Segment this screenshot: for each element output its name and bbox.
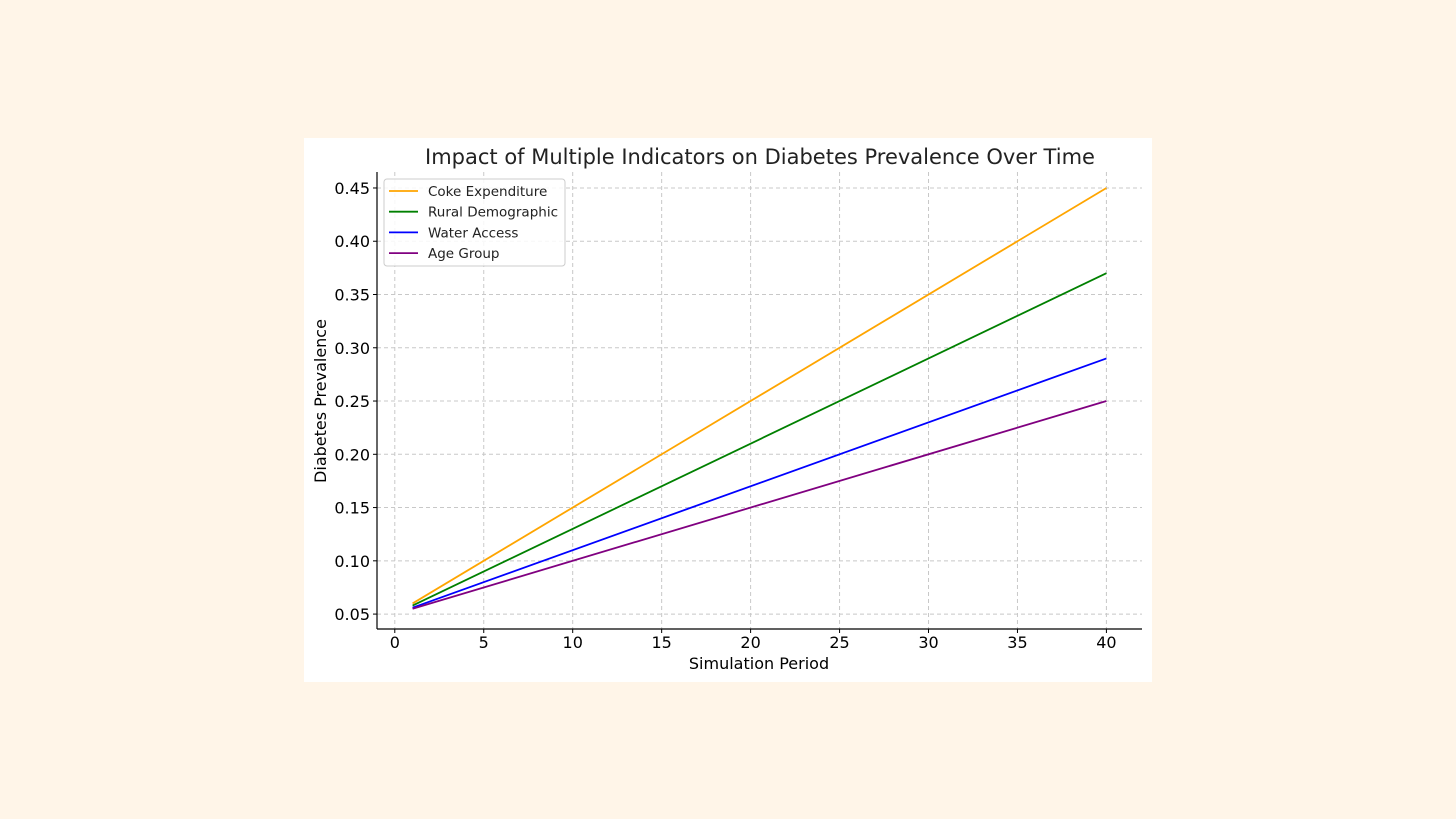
line-chart: Impact of Multiple Indicators on Diabete… [311,145,1142,673]
series-line-age-group [412,400,1107,610]
legend-frame [383,178,566,267]
y-tick-label: 0.35 [334,286,370,305]
axes [376,172,1142,630]
x-tick-label: 15 [651,633,671,652]
y-tick-label: 0.45 [334,179,370,198]
series-line-coke-expenditure [412,187,1107,605]
x-tick-label: 0 [390,633,400,652]
x-ticks: 0 5 10 15 20 25 30 35 40 [390,629,1117,652]
x-tick-label: 40 [1096,633,1116,652]
legend-label: Coke Expenditure [428,184,547,200]
y-tick-label: 0.15 [334,499,370,518]
y-tick-label: 0.30 [334,339,370,358]
chart-title: Impact of Multiple Indicators on Diabete… [425,145,1095,169]
y-ticks: 0.05 0.10 0.15 0.20 0.25 0.30 0.35 0.40 0.45 [334,179,377,624]
legend: Coke Expenditure Rural Demographic Water A… [383,178,566,267]
y-tick-label: 0.25 [334,392,370,411]
y-axis-label: Diabetes Prevalence [311,319,330,483]
chart-figure: Impact of Multiple Indicators on Diabete… [304,138,1152,682]
legend-label: Age Group [428,246,500,262]
x-tick-label: 30 [918,633,938,652]
x-tick-label: 5 [479,633,489,652]
series-line-rural-demographic [412,272,1107,607]
x-tick-label: 35 [1007,633,1027,652]
series-line-water-access [412,357,1107,609]
y-tick-label: 0.10 [334,552,370,571]
legend-label: Rural Demographic [428,205,558,221]
x-axis-label: Simulation Period [689,654,829,673]
y-tick-label: 0.40 [334,232,370,251]
x-tick-label: 25 [829,633,849,652]
x-tick-label: 10 [563,633,583,652]
x-tick-label: 20 [740,633,760,652]
legend-label: Water Access [428,225,518,241]
y-tick-label: 0.05 [334,605,370,624]
series-lines [412,187,1107,610]
y-tick-label: 0.20 [334,445,370,464]
